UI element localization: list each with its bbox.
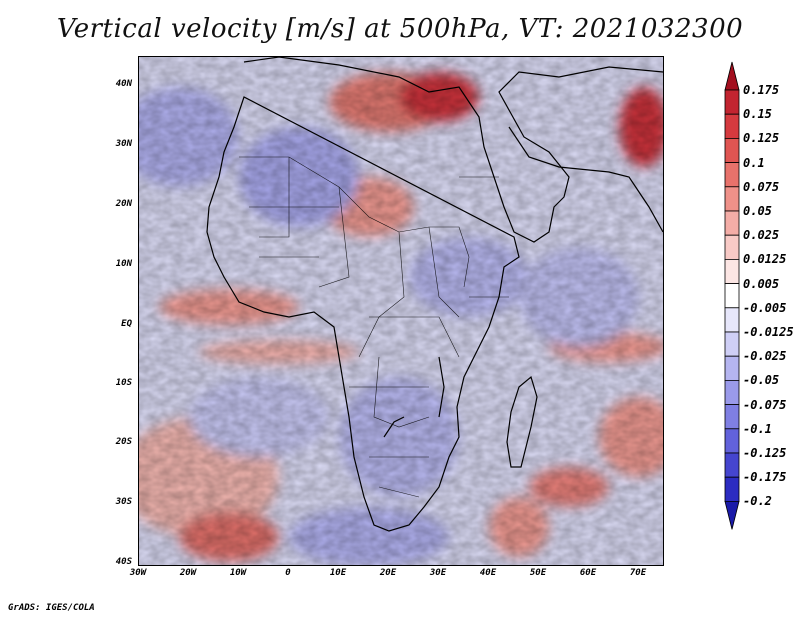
plot-title: Vertical velocity [m/s] at 500hPa, VT: 2… — [56, 14, 744, 44]
colorbar-segment — [724, 89, 740, 115]
colorbar-label: 0.125 — [743, 131, 780, 146]
colorbar-segment — [724, 162, 740, 188]
colorbar-segment — [724, 113, 740, 139]
colorbar-label: -0.075 — [743, 397, 787, 412]
colorbar-label: -0.025 — [743, 349, 787, 364]
colorbar-label: 0.15 — [743, 107, 772, 122]
lat-label-30n: 30N — [115, 139, 132, 149]
colorbar-segment — [724, 258, 740, 284]
colorbar-segment — [724, 138, 740, 164]
colorbar-label: 0.075 — [743, 179, 780, 194]
colorbar-segment — [724, 210, 740, 236]
lat-label-10s: 10S — [115, 378, 132, 388]
lon-label-30w: 30W — [129, 568, 147, 578]
lat-label-10n: 10N — [115, 259, 132, 269]
lon-label-60e: 60E — [579, 568, 597, 578]
colorbar-label: -0.05 — [743, 373, 780, 388]
lon-label-30e: 30E — [429, 568, 447, 578]
lon-label-0: 0 — [285, 568, 291, 578]
colorbar-label: 0.0125 — [743, 252, 787, 267]
lat-label-eq: EQ — [121, 319, 132, 329]
colorbar-label: 0.025 — [743, 228, 780, 243]
lon-label-10e: 10E — [329, 568, 347, 578]
colorbar-segment — [724, 428, 740, 454]
map-plot-area — [138, 56, 664, 566]
colorbar-top-arrow — [724, 61, 740, 91]
lon-label-20e: 20E — [379, 568, 397, 578]
colorbar-label: 0.005 — [743, 276, 780, 291]
lon-label-50e: 50E — [529, 568, 547, 578]
colorbar-label: -0.1 — [743, 421, 772, 436]
colorbar-segment — [724, 355, 740, 381]
lat-label-30s: 30S — [115, 497, 132, 507]
colorbar-label: -0.175 — [743, 470, 787, 485]
lat-label-20n: 20N — [115, 199, 132, 209]
lon-label-70e: 70E — [629, 568, 647, 578]
colorbar-segment — [724, 331, 740, 357]
colorbar-label: -0.0125 — [743, 325, 794, 339]
coastlines — [206, 57, 663, 532]
country-borders — [239, 156, 509, 498]
lat-label-20s: 20S — [115, 437, 132, 447]
colorbar-label: -0.005 — [743, 300, 787, 315]
colorbar-segment — [724, 307, 740, 333]
colorbar-label: 0.175 — [743, 83, 780, 97]
lon-label-10w: 10W — [229, 568, 247, 578]
lon-label-40e: 40E — [479, 568, 497, 578]
colorbar-segment — [724, 404, 740, 430]
colorbar — [724, 61, 740, 530]
lat-label-40s: 40S — [115, 557, 132, 567]
colorbar-segment — [724, 379, 740, 405]
colorbar-label: -0.2 — [743, 494, 772, 509]
footer-credit: GrADS: IGES/COLA — [8, 603, 95, 613]
colorbar-segment — [724, 283, 740, 309]
colorbar-bottom-arrow — [724, 500, 740, 530]
lat-label-40n: 40N — [115, 79, 132, 89]
colorbar-segment — [724, 452, 740, 478]
colorbar-segment — [724, 476, 740, 502]
velocity-field-map — [139, 57, 663, 565]
colorbar-label: -0.125 — [743, 446, 787, 460]
lon-label-20w: 20W — [179, 568, 197, 578]
colorbar-label: 0.1 — [743, 155, 765, 170]
colorbar-segment — [724, 186, 740, 212]
colorbar-segment — [724, 234, 740, 260]
colorbar-label: 0.05 — [743, 204, 772, 218]
